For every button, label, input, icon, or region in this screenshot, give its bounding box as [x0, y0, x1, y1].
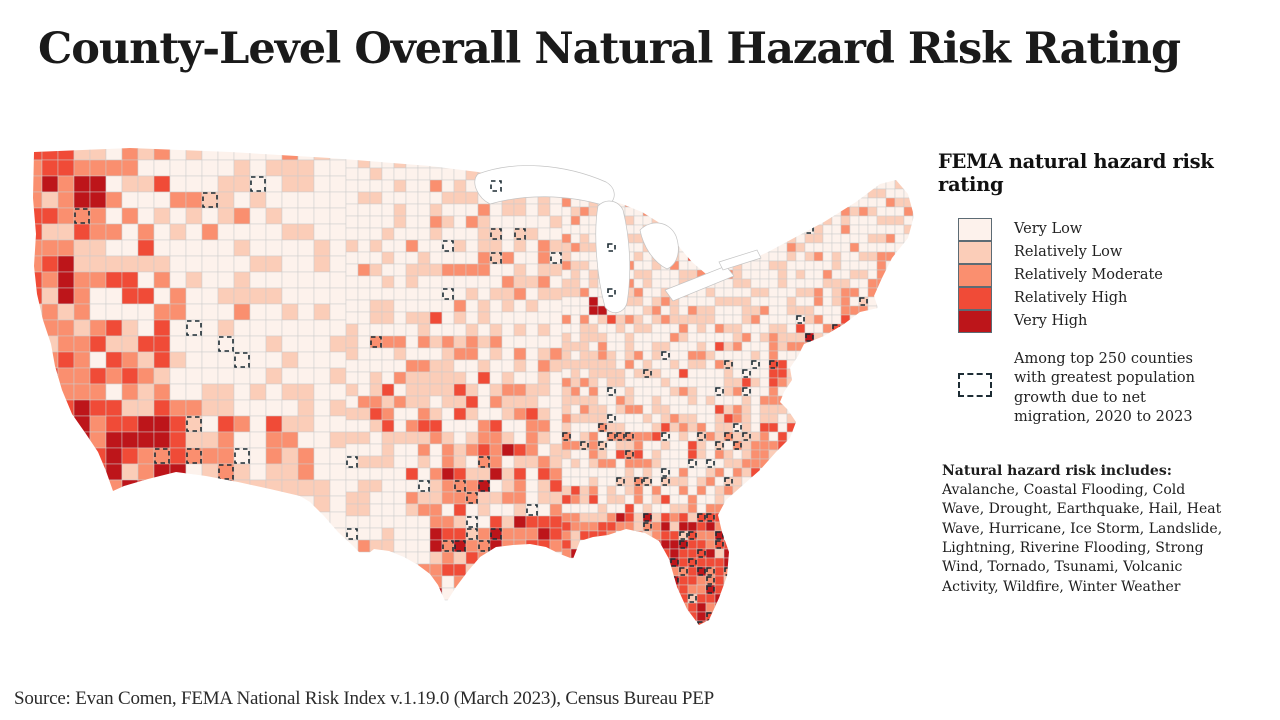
- migration-county-outlines: [74, 176, 868, 625]
- legend-item: Relatively Moderate: [958, 263, 1260, 287]
- legend-list: Very Low Relatively Low Relatively Moder…: [958, 217, 1260, 333]
- hazard-info: Natural hazard risk includes: Avalanche,…: [942, 462, 1228, 597]
- migration-note: Among top 250 counties with greatest pop…: [1014, 351, 1195, 426]
- hazard-info-heading: Natural hazard risk includes:: [942, 462, 1172, 479]
- migration-legend-item: Among top 250 counties with greatest pop…: [958, 350, 1260, 428]
- legend-item: Very Low: [958, 217, 1260, 241]
- legend-swatch-relatively-moderate: [958, 263, 992, 287]
- legend-swatch-very-high: [958, 309, 992, 333]
- source-credit: Source: Evan Comen, FEMA National Risk I…: [14, 688, 714, 709]
- legend-item: Very High: [958, 309, 1260, 333]
- legend-label: Relatively Low: [1014, 243, 1123, 260]
- hazard-info-body: Avalanche, Coastal Flooding, Cold Wave, …: [942, 482, 1223, 595]
- legend-panel: FEMA natural hazard risk rating Very Low…: [938, 150, 1260, 597]
- legend-swatch-relatively-high: [958, 286, 992, 310]
- dashed-outline-swatch: [958, 373, 992, 397]
- page-title: County-Level Overall Natural Hazard Risk…: [38, 24, 1181, 74]
- legend-swatch-relatively-low: [958, 240, 992, 264]
- legend-label: Relatively High: [1014, 289, 1128, 306]
- great-lakes: [474, 165, 762, 313]
- legend-label: Very Low: [1014, 220, 1083, 237]
- legend-label: Very High: [1014, 312, 1088, 329]
- choropleth-svg: [33, 148, 914, 625]
- legend-swatch-very-low: [958, 217, 992, 241]
- legend-label: Relatively Moderate: [1014, 266, 1163, 283]
- legend-item: Relatively High: [958, 286, 1260, 310]
- legend-title: FEMA natural hazard risk rating: [938, 150, 1214, 196]
- us-county-choropleth-map: [10, 138, 920, 668]
- legend-item: Relatively Low: [958, 240, 1260, 264]
